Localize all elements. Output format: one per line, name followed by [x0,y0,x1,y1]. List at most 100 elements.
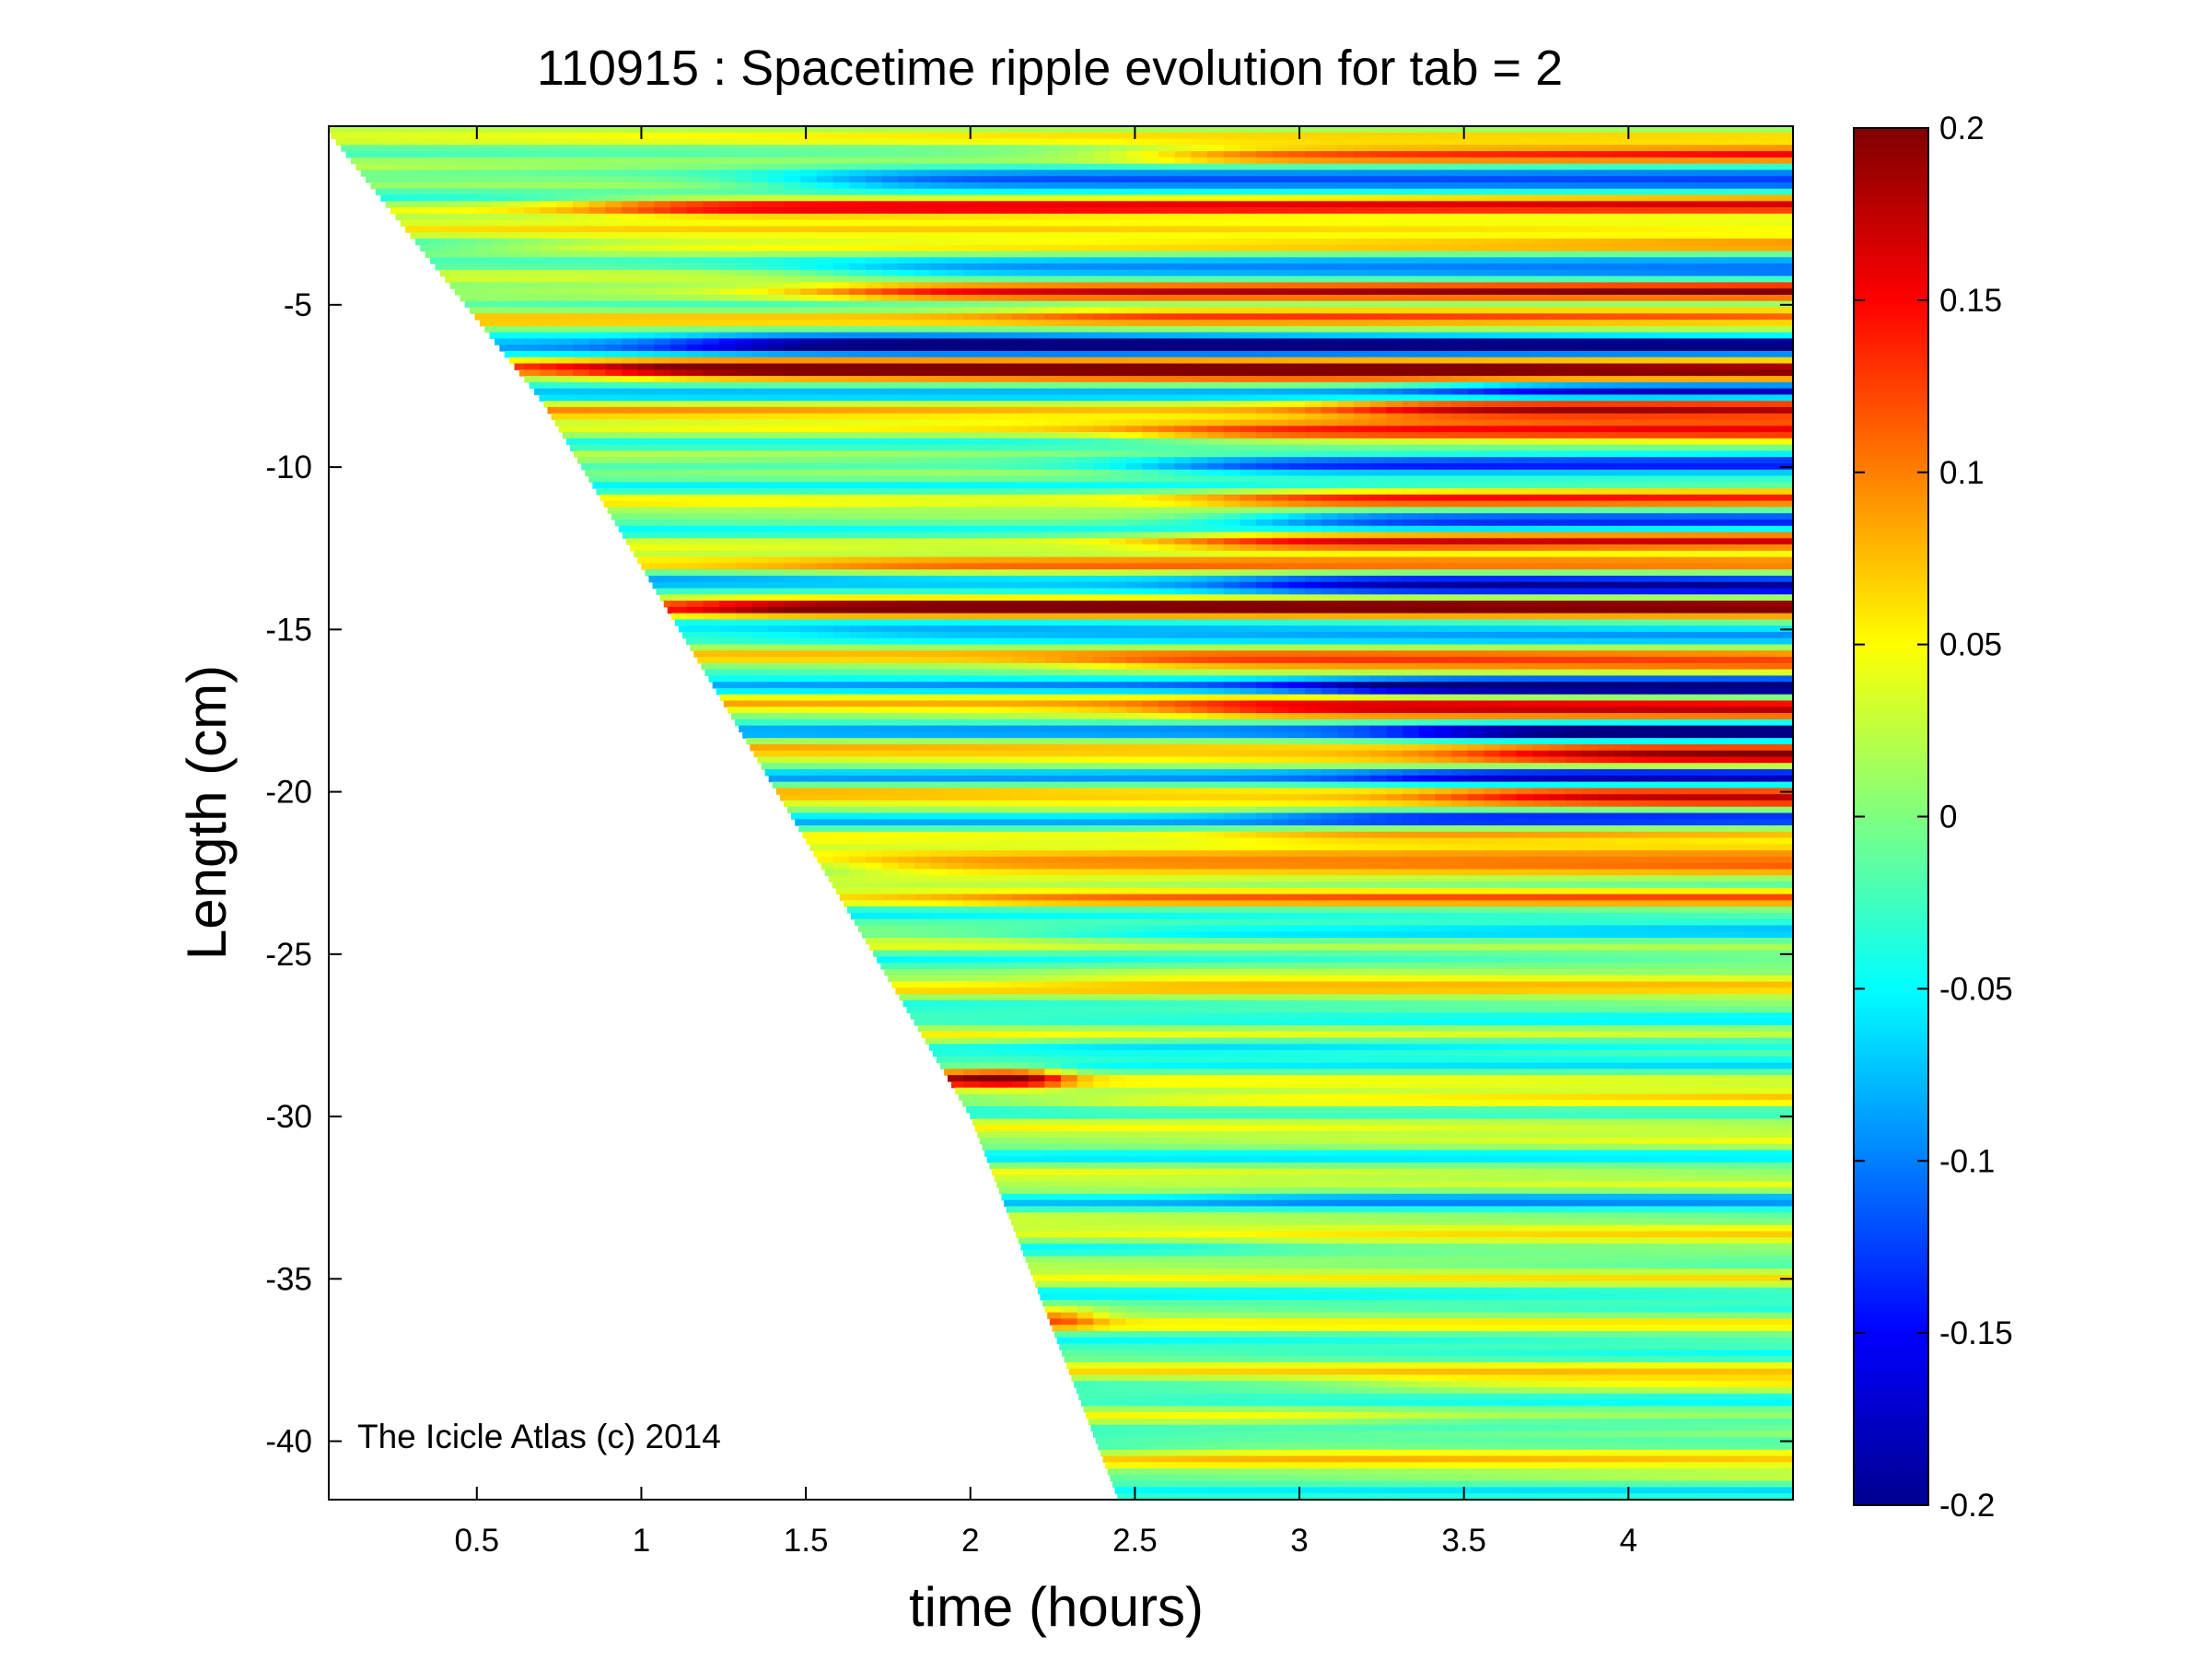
heatmap-cell [979,350,996,358]
heatmap-cell [735,132,752,140]
heatmap-cell [1044,201,1062,208]
heatmap-cell [670,338,688,345]
heatmap-cell [1662,138,1680,146]
heatmap-cell [1711,438,1729,446]
heatmap-cell [1549,325,1566,333]
heatmap-cell [670,257,688,264]
heatmap-cell [1223,350,1240,358]
heatmap-cell [1467,188,1484,196]
heatmap-cell [1240,369,1257,377]
heatmap-cell [540,244,557,252]
heatmap-cell [1240,475,1257,483]
heatmap-cell [1581,207,1599,215]
heatmap-cell [849,238,867,246]
heatmap-cell [1288,325,1306,333]
heatmap-cell [1549,500,1566,508]
heatmap-cell [832,182,850,190]
heatmap-cell [1760,151,1777,158]
heatmap-cell [1354,369,1371,377]
heatmap-cell [1207,500,1225,508]
heatmap-cell [1142,282,1159,289]
heatmap-cell [817,313,834,321]
heatmap-cell [1093,194,1111,202]
heatmap-cell [1321,475,1338,483]
heatmap-cell [686,356,704,365]
heatmap-cell [979,244,996,252]
heatmap-cell [849,294,867,302]
heatmap-cell [1403,213,1420,221]
heatmap-cell [1711,313,1729,321]
heatmap-cell [1598,394,1615,402]
heatmap-cell [1532,313,1550,321]
heatmap-cell [1500,345,1518,352]
heatmap-cell [1077,163,1094,171]
heatmap-cell [914,469,932,477]
heatmap-cell [1613,345,1631,352]
heatmap-cell [573,269,590,277]
heatmap-cell [1012,376,1030,383]
heatmap-cell [979,307,996,314]
heatmap-cell [898,132,915,140]
heatmap-cell [1158,432,1176,439]
heatmap-cell [1354,376,1371,383]
heatmap-cell [1077,482,1094,489]
heatmap-cell [1451,469,1469,477]
heatmap-cell [1744,294,1762,302]
heatmap-cell [1337,426,1355,433]
heatmap-cell [605,406,623,415]
heatmap-cell [898,300,915,309]
heatmap-cell [464,300,476,309]
heatmap-cell [1403,126,1420,134]
heatmap-cell [1647,475,1664,483]
heatmap-cell [1613,426,1631,433]
heatmap-cell [1679,462,1696,471]
heatmap-cell [1549,244,1566,252]
heatmap-cell [963,376,981,383]
heatmap-cell [1728,338,1745,345]
heatmap-cell [930,462,948,471]
heatmap-cell [703,332,720,340]
heatmap-cell [588,300,606,309]
heatmap-cell [1467,376,1484,383]
heatmap-cell [947,182,964,190]
heatmap-cell [1207,381,1225,390]
heatmap-cell [1647,194,1664,202]
heatmap-cell [832,369,850,377]
heatmap-cell [735,194,752,202]
heatmap-cell [1500,238,1518,246]
heatmap-cell [1061,320,1078,327]
heatmap-cell [1532,288,1550,296]
heatmap-cell [1451,226,1469,233]
heatmap-cell [1191,176,1208,183]
heatmap-cell [378,132,395,140]
heatmap-cell [866,381,883,390]
heatmap-cell [1581,138,1599,146]
heatmap-cell [1093,207,1111,215]
heatmap-cell [849,188,867,196]
heatmap-cell [670,188,688,196]
heatmap-cell [622,450,639,458]
heatmap-cell [1142,500,1159,508]
heatmap-cell [1760,401,1777,408]
heatmap-cell [735,176,752,183]
heatmap-cell [686,320,704,327]
heatmap-cell [930,426,948,433]
heatmap-cell [1028,163,1045,171]
heatmap-cell [784,325,801,333]
heatmap-cell [703,507,720,514]
heatmap-cell [914,244,932,252]
heatmap-cell [670,226,688,233]
heatmap-cell [1679,419,1696,426]
heatmap-cell [1500,482,1518,489]
heatmap-cell [1679,413,1696,421]
heatmap-cell [800,138,818,146]
heatmap-cell [1321,332,1338,340]
heatmap-cell [1435,457,1452,464]
heatmap-cell [1207,138,1225,146]
heatmap-cell [1125,269,1143,277]
heatmap-cell [1630,457,1647,464]
heatmap-cell [1418,401,1436,408]
heatmap-cell [1028,188,1045,196]
heatmap-cell [1061,275,1078,284]
heatmap-cell [1240,145,1257,152]
